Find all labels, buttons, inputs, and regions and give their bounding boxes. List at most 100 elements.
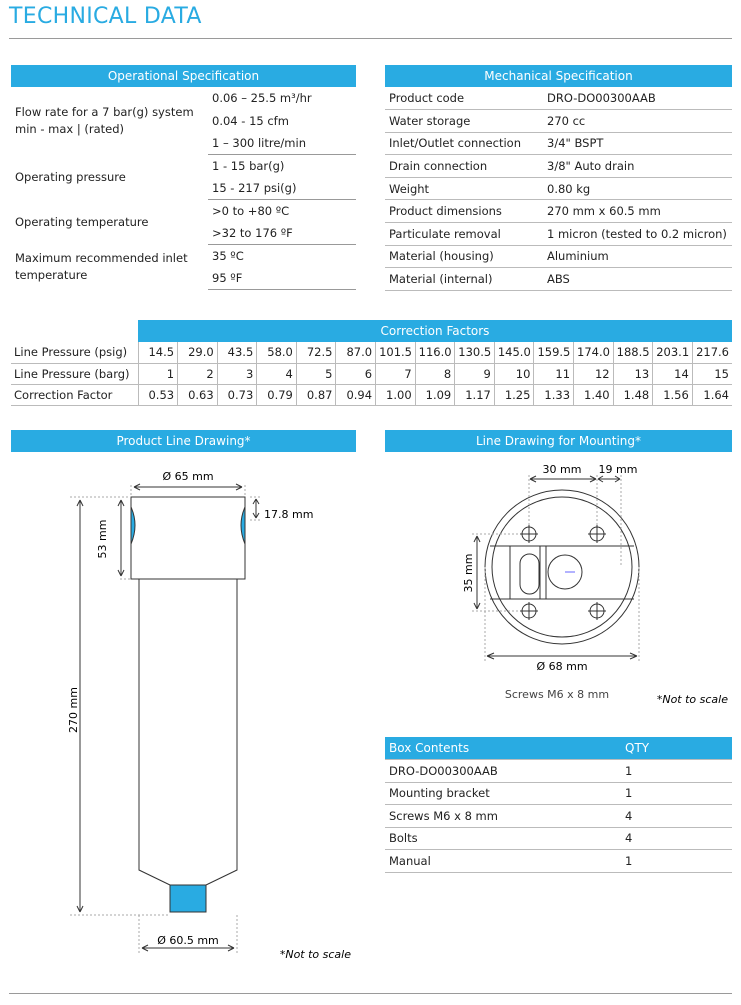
spec-label: Water storage: [385, 109, 543, 133]
cell-value: 217.6: [691, 342, 732, 364]
dim-top-label: Ø 65 mm: [162, 470, 213, 483]
cell-value: 101.5: [375, 342, 416, 364]
spec-value: 270 mm x 60.5 mm: [543, 199, 732, 224]
footer-divider: [9, 993, 732, 994]
cell-value: 1.17: [454, 384, 495, 406]
cell-value: 1: [137, 363, 178, 385]
cell-value: 1.40: [573, 384, 614, 406]
table-row: Mounting bracket 1: [385, 782, 732, 805]
spec-label: Operating temperature: [15, 214, 149, 229]
cell-value: 11: [533, 363, 574, 385]
table-row: Material (internal) ABS: [385, 267, 732, 291]
cell-value: 29.0: [177, 342, 218, 364]
cell-value: 0.94: [335, 384, 376, 406]
table-row: Product code DRO-DO00300AAB: [385, 87, 732, 111]
correction-header: Correction Factors: [138, 320, 732, 342]
cell-value: 1.33: [533, 384, 574, 406]
drain-nozzle: [169, 884, 207, 913]
cell-value: 8: [414, 363, 455, 385]
spec-value: 95 ºF: [208, 267, 356, 290]
spec-value: 1 – 300 litre/min: [208, 132, 356, 155]
dim-30-label: 30 mm: [543, 463, 582, 476]
cell-value: 0.63: [177, 384, 218, 406]
dim-port-label: 17.8 mm: [264, 508, 313, 521]
table-row: Particulate removal 1 micron (tested to 0…: [385, 222, 732, 246]
cell-value: 0.73: [216, 384, 257, 406]
cell-value: 15: [691, 363, 732, 385]
table-row: Line Pressure (psig) 14.5 29.0 43.5 58.0 72.5…: [11, 342, 732, 364]
spec-label: Inlet/Outlet connection: [385, 132, 543, 156]
cell-value: 10: [493, 363, 534, 385]
dim-19-label: 19 mm: [599, 463, 638, 476]
cell-value: 1.64: [691, 384, 732, 406]
spec-label: Flow rate for a 7 bar(g) system min - ma…: [15, 104, 194, 136]
cell-value: 3: [216, 363, 257, 385]
dim-head-label: 53 mm: [96, 520, 109, 559]
dim-bottom-label: Ø 60.5 mm: [157, 934, 219, 947]
item-name: Mounting bracket: [385, 782, 621, 805]
spec-label: Product code: [385, 87, 543, 111]
spec-value: 0.06 – 25.5 m³/hr: [212, 91, 312, 106]
item-qty: 1: [621, 849, 732, 873]
table-row: >32 to 176 ºF: [11, 222, 356, 245]
cell-value: 0.87: [295, 384, 336, 406]
cell-value: 14.5: [137, 342, 178, 364]
screws-label: Screws M6 x 8 mm: [505, 688, 609, 701]
table-row: 15 - 217 psi(g): [11, 177, 356, 200]
cell-value: 14: [652, 363, 693, 385]
table-row: 95 ºF: [11, 267, 356, 290]
spec-value: 35 ºC: [212, 249, 244, 263]
table-row: Product dimensions 270 mm x 60.5 mm: [385, 199, 732, 224]
item-qty: 4: [621, 804, 732, 828]
cell-value: 0.53: [137, 384, 178, 406]
qty-header: QTY: [621, 737, 732, 760]
spec-value: 1 - 15 bar(g): [212, 159, 285, 173]
item-name: Bolts: [385, 827, 621, 850]
mechanical-spec-table: Mechanical Specification Product code DRO…: [385, 65, 732, 291]
table-row: DRO-DO00300AAB 1: [385, 759, 732, 783]
table-row: Weight 0.80 kg: [385, 177, 732, 201]
cell-value: 203.1: [652, 342, 693, 364]
table-row: Line Pressure (barg) 1 2 3 4 5 6 7 8 9 10 11 12 13 14 1…: [11, 363, 732, 385]
spec-value: ABS: [543, 267, 732, 291]
spec-value: >0 to +80 ºC: [212, 204, 290, 218]
table-row: Water storage 270 cc: [385, 109, 732, 133]
spec-label: Product dimensions: [385, 199, 543, 224]
mount-drawing-header: Line Drawing for Mounting*: [385, 430, 732, 452]
box-contents-header: Box Contents: [385, 737, 621, 760]
spec-value: 3/8" Auto drain: [543, 154, 732, 178]
item-name: Manual: [385, 849, 621, 873]
cell-value: 1.56: [652, 384, 693, 406]
item-qty: 4: [621, 827, 732, 850]
cell-value: 43.5: [216, 342, 257, 364]
table-row: Operating pressure 1 - 15 bar(g): [11, 155, 356, 184]
cell-value: 0.79: [256, 384, 297, 406]
spec-label: Material (housing): [385, 245, 543, 269]
cell-value: 145.0: [493, 342, 534, 364]
spec-value: Aluminium: [543, 245, 732, 269]
cell-value: 1.00: [375, 384, 416, 406]
table-row: Flow rate for a 7 bar(g) system min - ma…: [11, 87, 356, 136]
table-row: Drain connection 3/8" Auto drain: [385, 154, 732, 178]
cell-value: 58.0: [256, 342, 297, 364]
spec-value: 15 - 217 psi(g): [208, 177, 356, 200]
spec-value: 3/4" BSPT: [543, 132, 732, 156]
cell-value: 12: [573, 363, 614, 385]
not-to-scale-note: *Not to scale: [657, 693, 728, 706]
table-row: Maximum recommended inlet temperature 35 …: [11, 245, 356, 282]
table-row: 0.04 - 15 cfm: [11, 110, 356, 133]
not-to-scale-note: *Not to scale: [280, 948, 351, 961]
item-qty: 1: [621, 759, 732, 783]
cell-value: 7: [375, 363, 416, 385]
product-line-drawing: Ø 65 mm 17.8 mm 53 mm 270 mm Ø 60.5 mm *…: [67, 470, 351, 961]
cell-value: 4: [256, 363, 297, 385]
table-row: Operating temperature >0 to +80 ºC: [11, 200, 356, 229]
mechanical-header: Mechanical Specification: [385, 65, 732, 87]
spec-label: Weight: [385, 177, 543, 201]
mounting-line-drawing: 30 mm 19 mm 35 mm Ø 68 mm Screws M6 x 8 …: [462, 463, 728, 706]
title-divider: [9, 38, 732, 39]
table-row: Bolts 4: [385, 827, 732, 850]
cell-value: 130.5: [454, 342, 495, 364]
dim-35-label: 35 mm: [462, 554, 475, 593]
spec-value: 1 micron (tested to 0.2 micron): [543, 222, 732, 246]
